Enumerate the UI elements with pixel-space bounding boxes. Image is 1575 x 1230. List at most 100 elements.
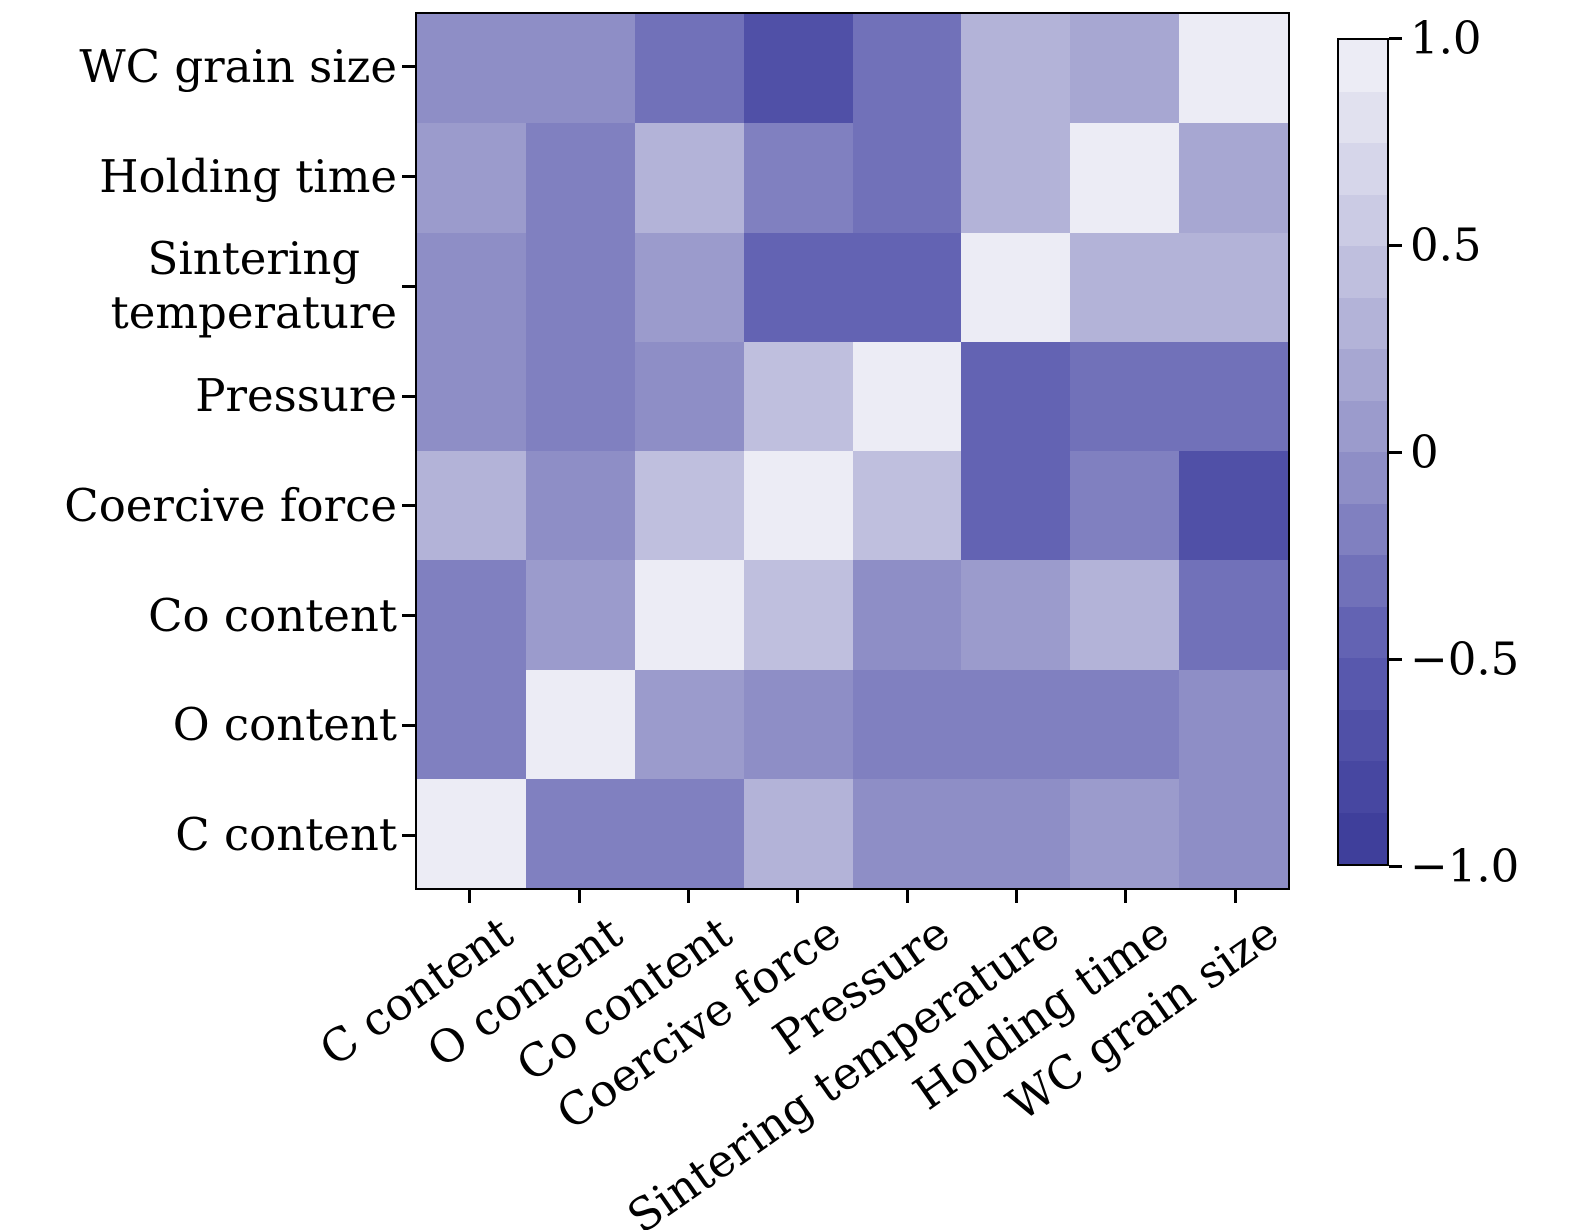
heatmap-grid	[415, 12, 1290, 890]
x-axis-tick	[1124, 890, 1128, 903]
y-tick-label: Pressure	[195, 369, 397, 423]
heatmap-cell	[743, 451, 853, 561]
heatmap-cell	[525, 232, 635, 342]
heatmap-cell	[1070, 123, 1180, 233]
colorbar-step	[1339, 349, 1387, 401]
heatmap-cell	[417, 14, 526, 124]
colorbar	[1337, 38, 1389, 866]
heatmap-cell	[961, 669, 1071, 779]
heatmap-cell	[743, 669, 853, 779]
x-axis-tick	[686, 890, 690, 903]
heatmap-cell	[852, 14, 962, 124]
heatmap-cell	[1070, 451, 1180, 561]
colorbar-tick	[1389, 243, 1402, 247]
heatmap-cell	[525, 669, 635, 779]
colorbar-step	[1339, 709, 1387, 761]
heatmap-cell	[525, 123, 635, 233]
heatmap-cell	[417, 778, 526, 888]
heatmap-cell	[1179, 14, 1288, 124]
x-axis-tick	[468, 890, 472, 903]
y-axis-tick	[402, 614, 415, 618]
heatmap-cell	[961, 232, 1071, 342]
heatmap-cell	[852, 669, 962, 779]
x-axis-tick	[577, 890, 581, 903]
heatmap-cell	[852, 778, 962, 888]
heatmap-cell	[1070, 669, 1180, 779]
x-axis-tick	[905, 890, 909, 903]
heatmap-cell	[743, 560, 853, 670]
heatmap-cell	[634, 451, 744, 561]
y-axis-tick	[402, 394, 415, 398]
heatmap-cell	[961, 451, 1071, 561]
heatmap-cell	[1179, 560, 1288, 670]
y-axis-tick	[402, 284, 415, 288]
heatmap-cell	[634, 669, 744, 779]
heatmap-cell	[961, 560, 1071, 670]
heatmap-cell	[852, 560, 962, 670]
heatmap-cell	[525, 341, 635, 451]
colorbar-tick	[1389, 864, 1402, 868]
heatmap-cell	[852, 451, 962, 561]
heatmap-cell	[1179, 669, 1288, 779]
heatmap-cell	[417, 123, 526, 233]
colorbar-tick-label: 0	[1410, 425, 1439, 479]
colorbar-step	[1339, 246, 1387, 298]
heatmap-cell	[417, 341, 526, 451]
colorbar-step	[1339, 40, 1387, 92]
heatmap-cell	[634, 14, 744, 124]
colorbar-tick-label: −0.5	[1410, 632, 1520, 686]
heatmap-cell	[634, 778, 744, 888]
heatmap-cell	[961, 341, 1071, 451]
y-tick-label: Holding time	[99, 149, 397, 203]
colorbar-step	[1339, 91, 1387, 143]
heatmap-cell	[525, 451, 635, 561]
heatmap-cell	[1070, 341, 1180, 451]
y-axis-tick	[402, 175, 415, 179]
y-tick-label: Sintering temperature	[110, 232, 397, 340]
heatmap-cell	[417, 232, 526, 342]
heatmap-cell	[1070, 14, 1180, 124]
y-tick-label: Coercive force	[64, 478, 397, 532]
heatmap-cell	[417, 560, 526, 670]
y-axis-tick	[402, 504, 415, 508]
colorbar-step	[1339, 194, 1387, 246]
colorbar-step	[1339, 400, 1387, 452]
y-axis-tick	[402, 723, 415, 727]
heatmap-cell	[1179, 123, 1288, 233]
heatmap-cell	[961, 778, 1071, 888]
colorbar-tick-label: 0.5	[1410, 218, 1482, 272]
colorbar-step	[1339, 452, 1387, 504]
heatmap-cell	[525, 560, 635, 670]
heatmap-cell	[852, 341, 962, 451]
heatmap-cell	[1179, 232, 1288, 342]
colorbar-tick	[1389, 36, 1402, 40]
heatmap-cell	[634, 560, 744, 670]
y-tick-label: Co content	[148, 588, 397, 642]
colorbar-step	[1339, 503, 1387, 555]
heatmap-cell	[1070, 560, 1180, 670]
colorbar-tick-label: −1.0	[1410, 839, 1520, 893]
heatmap-cell	[1179, 778, 1288, 888]
y-tick-label: O content	[172, 698, 397, 752]
heatmap-cell	[525, 14, 635, 124]
colorbar-step	[1339, 555, 1387, 607]
y-tick-label: WC grain size	[79, 39, 397, 93]
colorbar-tick	[1389, 657, 1402, 661]
heatmap-cell	[743, 123, 853, 233]
heatmap-cell	[961, 123, 1071, 233]
heatmap-cell	[525, 778, 635, 888]
heatmap-cell	[852, 232, 962, 342]
x-axis-tick	[796, 890, 800, 903]
heatmap-cell	[743, 232, 853, 342]
colorbar-step	[1339, 658, 1387, 710]
colorbar-step	[1339, 606, 1387, 658]
x-axis-tick	[1015, 890, 1019, 903]
y-axis-tick	[402, 833, 415, 837]
colorbar-step	[1339, 812, 1387, 864]
heatmap-cell	[1179, 451, 1288, 561]
x-axis-tick	[1233, 890, 1237, 903]
heatmap-cell	[417, 669, 526, 779]
heatmap-cell	[634, 123, 744, 233]
heatmap-cell	[1179, 341, 1288, 451]
